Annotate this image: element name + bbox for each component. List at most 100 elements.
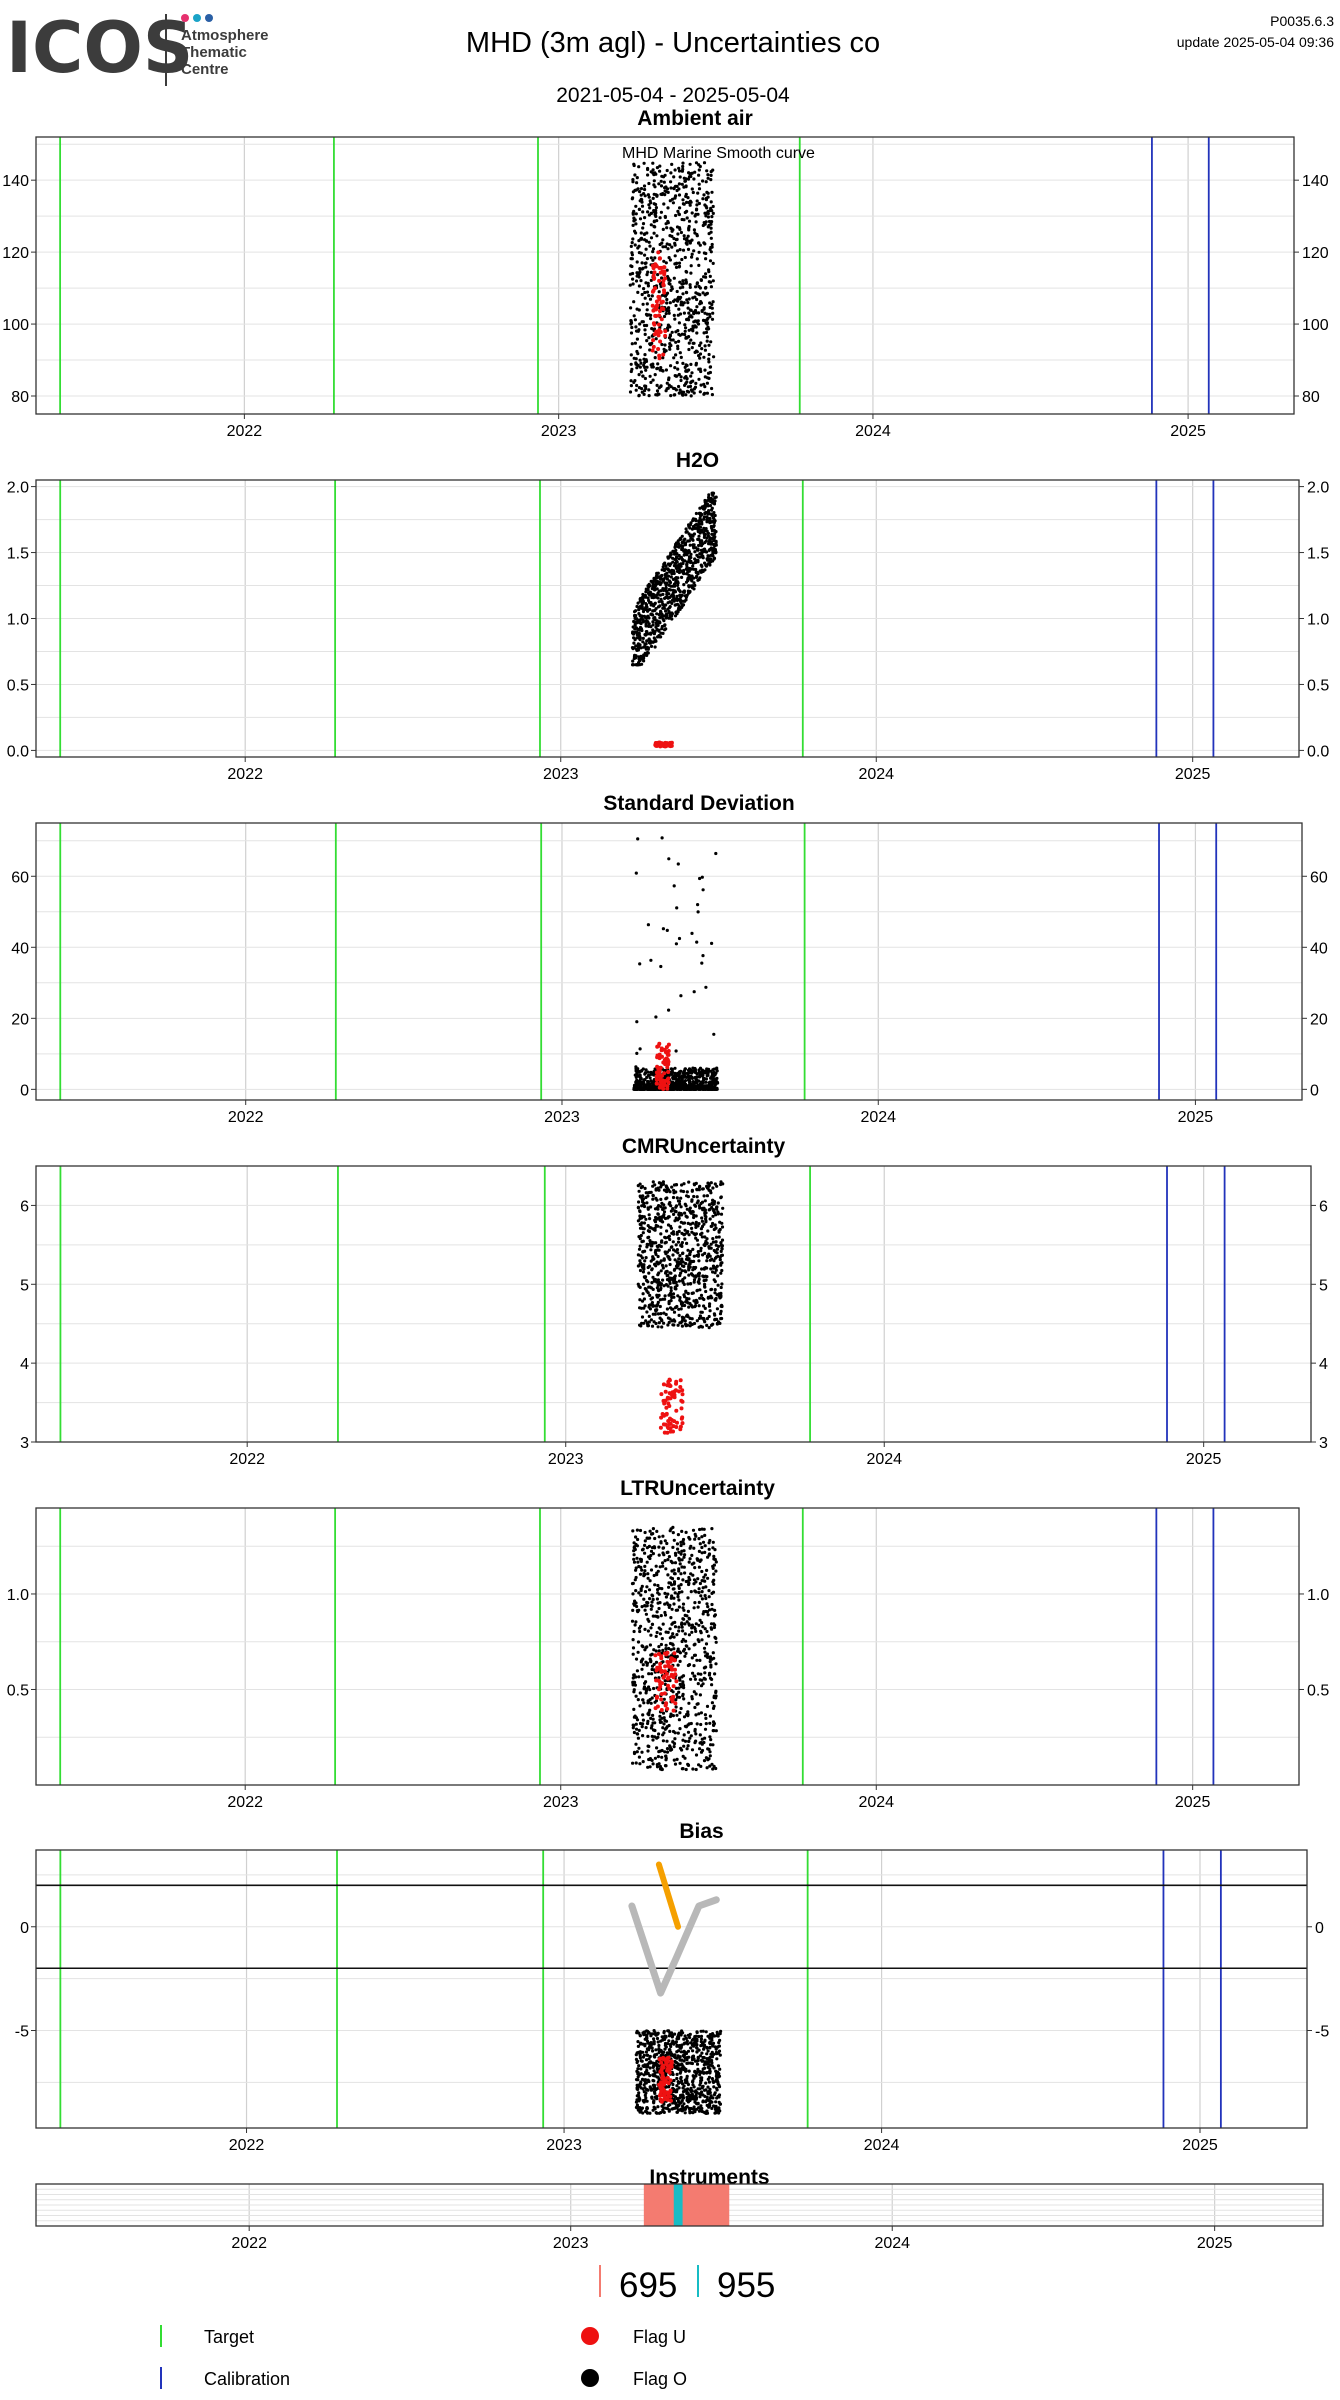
flag-o-point xyxy=(700,530,704,534)
flag-o-point xyxy=(713,1073,717,1077)
flag-o-point xyxy=(700,522,704,526)
flag-o-point xyxy=(674,1183,678,1187)
flag-o-point xyxy=(707,360,711,364)
flag-o-point xyxy=(656,1569,660,1573)
flag-o-point xyxy=(658,1304,662,1309)
flag-u-point xyxy=(661,1382,666,1387)
flag-o-point xyxy=(704,1722,708,1726)
flag-o-point xyxy=(692,310,696,314)
flag-o-point xyxy=(683,548,687,552)
flag-o-point xyxy=(657,290,661,294)
flag-o-point xyxy=(637,1591,641,1595)
flag-o-point xyxy=(662,1258,666,1262)
flag-o-point xyxy=(703,1251,707,1255)
flag-o-point xyxy=(680,332,684,336)
flag-o-point xyxy=(707,1589,711,1593)
flag-o-point xyxy=(701,556,705,560)
flag-u-point xyxy=(663,1389,668,1394)
flag-u-point xyxy=(659,1046,664,1051)
flag-u-point xyxy=(657,740,662,745)
flag-o-point xyxy=(652,220,656,224)
flag-o-point xyxy=(644,633,648,637)
flag-o-point xyxy=(631,1680,635,1684)
flag-o-point xyxy=(690,584,694,588)
flag-o-point xyxy=(638,1306,642,1310)
flag-o-point xyxy=(676,1218,680,1222)
flag-o-point xyxy=(686,579,690,583)
flag-o-point xyxy=(676,1199,681,1203)
flag-o-point xyxy=(634,663,638,667)
flag-o-point xyxy=(631,1592,635,1596)
flag-o-point xyxy=(656,1254,660,1259)
flag-o-point xyxy=(711,1198,715,1202)
y-tick-label-right: 2.0 xyxy=(1307,480,1329,497)
flag-o-point xyxy=(677,321,682,325)
flag-o-point xyxy=(700,1597,705,1601)
flag-o-point xyxy=(669,364,673,368)
flag-o-point xyxy=(653,1226,657,1230)
flag-o-point xyxy=(677,332,681,336)
flag-o-point xyxy=(715,1321,720,1325)
flag-o-point xyxy=(633,1623,637,1627)
flag-o-point xyxy=(707,343,711,347)
flag-o-point xyxy=(697,1565,702,1569)
flag-o-point xyxy=(699,1722,703,1727)
flag-o-point xyxy=(705,381,710,385)
flag-o-point xyxy=(693,517,697,522)
flag-o-point xyxy=(668,1292,672,1296)
flag-o-point xyxy=(693,1075,697,1080)
flag-u-point xyxy=(666,1070,671,1074)
flag-o-point xyxy=(677,1686,681,1690)
flag-o-point xyxy=(690,1230,694,1234)
flag-o-point xyxy=(656,273,660,277)
flag-o-point xyxy=(667,1202,671,1206)
flag-o-point xyxy=(650,341,654,345)
flag-o-point xyxy=(678,1267,682,1271)
flag-o-point xyxy=(705,1766,709,1770)
flag-o-point xyxy=(697,1623,701,1627)
flag-o-point xyxy=(708,560,712,564)
flag-o-point xyxy=(698,1618,702,1622)
flag-o-point xyxy=(642,392,646,396)
flag-o-point xyxy=(641,600,646,604)
flag-o-point xyxy=(672,1602,676,1606)
flag-o-point xyxy=(647,1588,652,1592)
flag-o-point xyxy=(641,636,645,641)
flag-u-point xyxy=(657,328,662,333)
flag-o-point xyxy=(649,632,653,636)
flag-o-point xyxy=(646,1749,650,1753)
flag-o-point xyxy=(675,598,679,603)
flag-o-point xyxy=(639,1559,643,1563)
flag-o-point xyxy=(694,1753,699,1757)
flag-o-point xyxy=(702,306,706,310)
flag-o-point xyxy=(654,1188,658,1192)
flag-o-point xyxy=(640,1256,645,1260)
flag-o-point xyxy=(660,568,664,572)
flag-o-point xyxy=(670,229,674,233)
flag-o-point xyxy=(699,1764,703,1768)
x-tick-label: 2023 xyxy=(541,423,577,440)
flag-o-point xyxy=(706,211,710,216)
flag-o-point xyxy=(712,1032,716,1036)
flag-o-point xyxy=(655,389,660,393)
flag-o-point xyxy=(709,512,713,516)
flag-o-point xyxy=(704,330,709,334)
flag-o-point xyxy=(709,178,713,182)
flag-o-point xyxy=(673,254,677,258)
flag-o-point xyxy=(675,249,680,253)
flag-o-point xyxy=(662,1722,666,1726)
flag-o-point xyxy=(698,1184,702,1188)
flag-o-point xyxy=(632,636,636,640)
flag-o-point xyxy=(651,620,655,624)
flag-o-point xyxy=(656,362,660,366)
flag-o-point xyxy=(681,1738,685,1742)
flag-o-point xyxy=(676,209,680,213)
flag-o-point xyxy=(706,1229,710,1233)
flag-o-point xyxy=(709,1626,713,1630)
flag-o-point xyxy=(646,1572,650,1576)
flag-o-point xyxy=(634,871,638,875)
flag-o-point xyxy=(635,621,640,625)
flag-o-point xyxy=(708,504,713,508)
flag-o-point xyxy=(673,184,678,188)
flag-o-point xyxy=(633,218,637,222)
